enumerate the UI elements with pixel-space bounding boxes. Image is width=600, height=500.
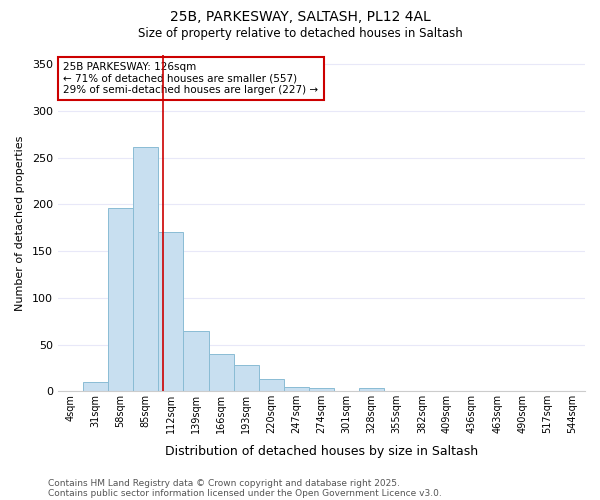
Text: 25B, PARKESWAY, SALTASH, PL12 4AL: 25B, PARKESWAY, SALTASH, PL12 4AL (170, 10, 430, 24)
Bar (83, 382, 108, 391)
Text: 25B PARKESWAY: 126sqm
← 71% of detached houses are smaller (557)
29% of semi-det: 25B PARKESWAY: 126sqm ← 71% of detached … (63, 62, 319, 95)
Bar (209, 354, 233, 391)
Bar (158, 232, 184, 391)
Bar (108, 208, 133, 391)
X-axis label: Distribution of detached houses by size in Saltash: Distribution of detached houses by size … (165, 444, 478, 458)
Text: Contains public sector information licensed under the Open Government Licence v3: Contains public sector information licen… (48, 488, 442, 498)
Bar (284, 386, 309, 391)
Y-axis label: Number of detached properties: Number of detached properties (15, 136, 25, 311)
Bar (233, 365, 259, 391)
Bar (184, 330, 209, 391)
Bar (359, 388, 384, 391)
Bar (309, 388, 334, 391)
Bar (259, 379, 284, 391)
Bar (133, 148, 158, 391)
Text: Size of property relative to detached houses in Saltash: Size of property relative to detached ho… (137, 28, 463, 40)
Text: Contains HM Land Registry data © Crown copyright and database right 2025.: Contains HM Land Registry data © Crown c… (48, 478, 400, 488)
